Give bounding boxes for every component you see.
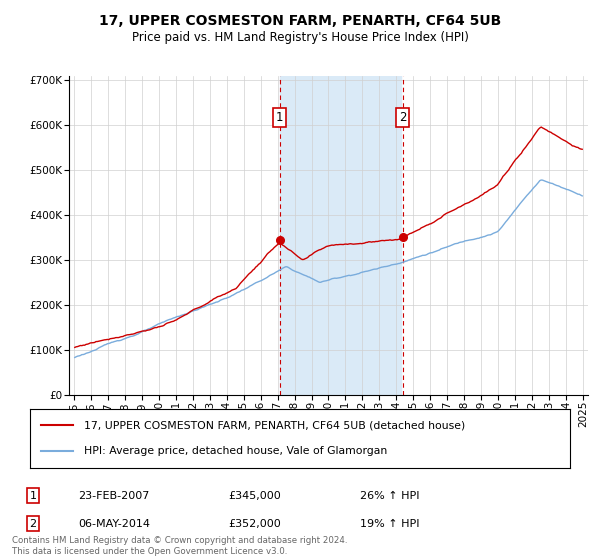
Text: HPI: Average price, detached house, Vale of Glamorgan: HPI: Average price, detached house, Vale… (84, 446, 387, 456)
Text: 06-MAY-2014: 06-MAY-2014 (78, 519, 150, 529)
Text: 2: 2 (29, 519, 37, 529)
Text: 1: 1 (29, 491, 37, 501)
Text: 17, UPPER COSMESTON FARM, PENARTH, CF64 5UB (detached house): 17, UPPER COSMESTON FARM, PENARTH, CF64 … (84, 420, 465, 430)
Text: 17, UPPER COSMESTON FARM, PENARTH, CF64 5UB: 17, UPPER COSMESTON FARM, PENARTH, CF64 … (99, 14, 501, 28)
Text: £352,000: £352,000 (228, 519, 281, 529)
Text: 26% ↑ HPI: 26% ↑ HPI (360, 491, 419, 501)
Text: 19% ↑ HPI: 19% ↑ HPI (360, 519, 419, 529)
Text: Contains HM Land Registry data © Crown copyright and database right 2024.
This d: Contains HM Land Registry data © Crown c… (12, 536, 347, 556)
Text: £345,000: £345,000 (228, 491, 281, 501)
Text: 1: 1 (276, 111, 283, 124)
Text: Price paid vs. HM Land Registry's House Price Index (HPI): Price paid vs. HM Land Registry's House … (131, 31, 469, 44)
Text: 23-FEB-2007: 23-FEB-2007 (78, 491, 149, 501)
Text: 2: 2 (399, 111, 406, 124)
